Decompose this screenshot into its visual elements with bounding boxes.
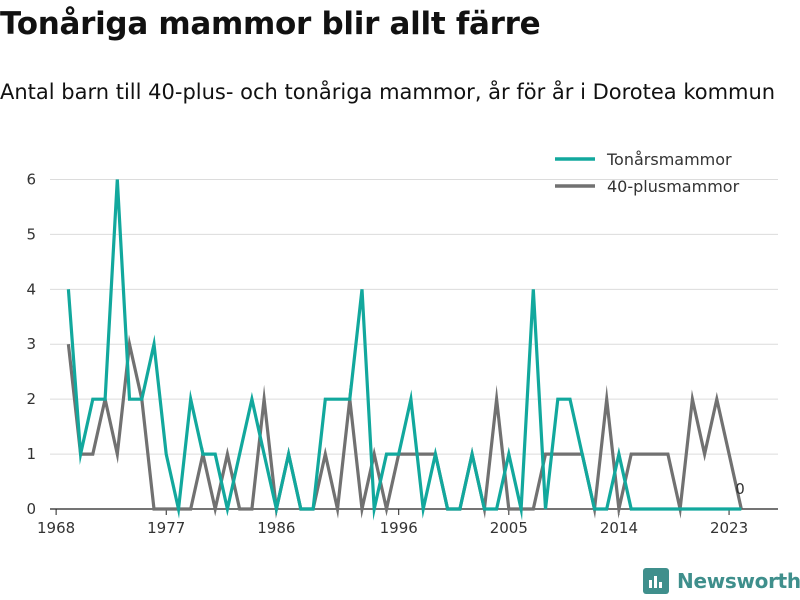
end-value-label: 0 xyxy=(735,480,745,498)
annotations: 0 xyxy=(735,480,745,498)
x-tick-label: 1986 xyxy=(257,519,295,537)
x-tick-label: 1996 xyxy=(380,519,418,537)
x-tick-label: 2005 xyxy=(490,519,528,537)
y-tick-label: 1 xyxy=(26,445,36,463)
x-axis: 1968 1977 1986 1996 2005 2014 2023 xyxy=(37,508,778,537)
chart-subtitle: Antal barn till 40-plus- och tonåriga ma… xyxy=(0,80,776,104)
y-tick-label: 5 xyxy=(26,225,36,243)
y-tick-label: 3 xyxy=(26,335,36,353)
y-axis-ticks: 0 1 2 3 4 5 6 xyxy=(26,170,36,518)
y-tick-label: 2 xyxy=(26,390,36,408)
legend: Tonårsmammor 40-plusmammor xyxy=(555,150,740,196)
y-tick-label: 6 xyxy=(26,170,36,188)
newsworthy-logo-icon xyxy=(643,568,669,594)
chart-title: Tonåriga mammor blir allt färre xyxy=(0,6,541,42)
newsworthy-brand: Newsworthy xyxy=(643,568,800,594)
x-tick-label: 1977 xyxy=(147,519,185,537)
y-tick-label: 0 xyxy=(26,500,36,518)
legend-label: Tonårsmammor xyxy=(606,150,732,169)
series-line-40-plusmammor xyxy=(66,334,743,519)
y-tick-label: 4 xyxy=(26,280,36,298)
x-tick-label: 2014 xyxy=(600,519,638,537)
brand-name: Newsworthy xyxy=(677,569,800,593)
x-tick-label: 1968 xyxy=(37,519,75,537)
x-tick-label: 2023 xyxy=(710,519,748,537)
series-line-tonårsmammor xyxy=(66,179,742,521)
series-lines xyxy=(66,179,743,521)
legend-label: 40-plusmammor xyxy=(607,177,740,196)
